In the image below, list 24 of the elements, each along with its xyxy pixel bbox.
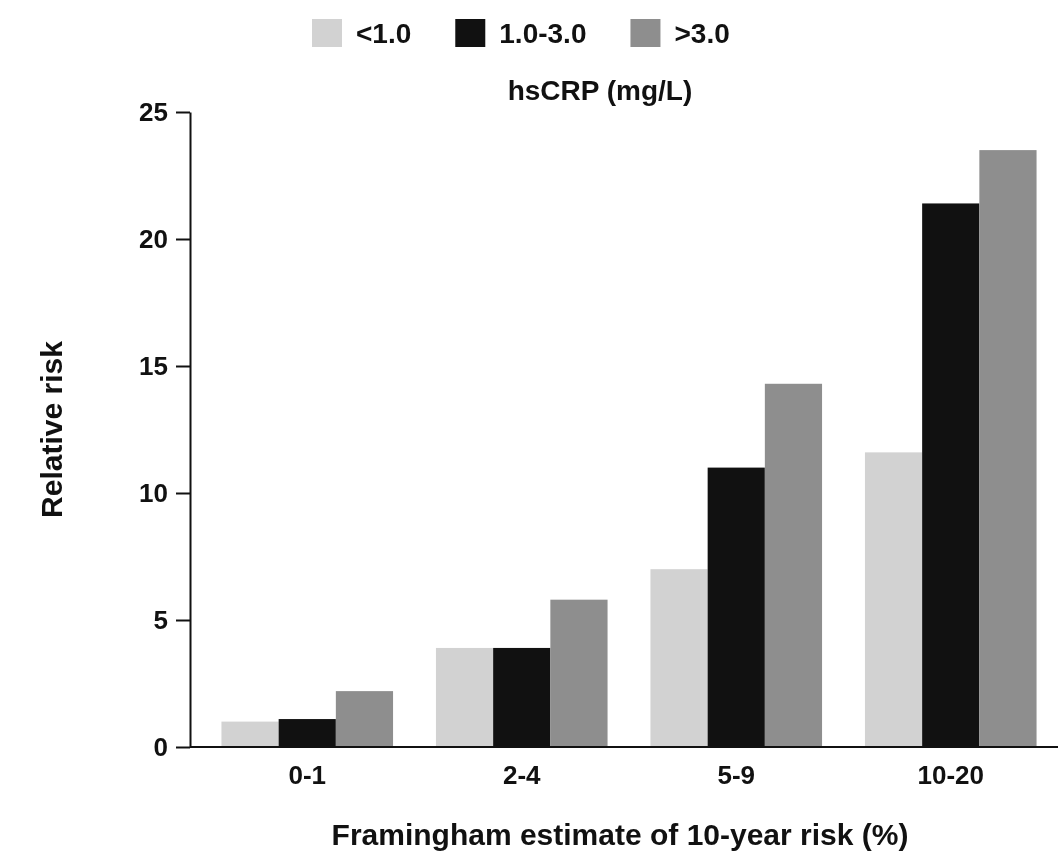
legend-label: <1.0 [356, 18, 412, 49]
bar [335, 691, 394, 747]
bar [550, 599, 608, 747]
bar [221, 721, 279, 747]
x-tick-label: 0-1 [288, 760, 327, 791]
y-tick-label: 25 [139, 96, 168, 127]
y-tick-label: 5 [153, 604, 168, 635]
bar [864, 452, 923, 747]
y-tick-label: 0 [153, 731, 168, 762]
bar [979, 150, 1037, 747]
x-axis-title: Framingham estimate of 10-year risk (%) [331, 818, 909, 851]
x-tick-label: 2-4 [502, 760, 542, 791]
y-axis-title: Relative risk [35, 340, 68, 518]
bar [650, 569, 708, 747]
x-tick-label: 5-9 [717, 760, 756, 791]
legend-label: >3.0 [674, 18, 730, 49]
y-tick-label: 10 [139, 477, 168, 508]
legend-label: 1.0-3.0 [499, 18, 587, 49]
bar [435, 647, 494, 747]
y-tick-label: 20 [139, 223, 168, 254]
x-tick-label: 10-20 [917, 760, 984, 791]
legend-title: hsCRP (mg/L) [507, 75, 693, 106]
bar [764, 383, 823, 747]
y-tick-label: 15 [139, 350, 168, 381]
